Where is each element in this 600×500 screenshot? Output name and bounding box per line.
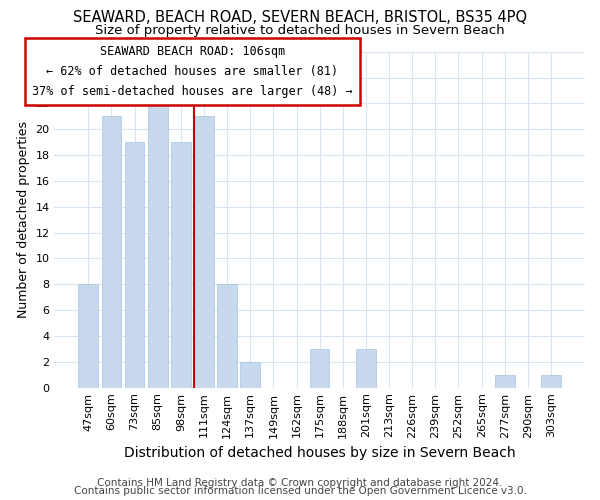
Bar xyxy=(194,116,214,388)
Text: SEAWARD BEACH ROAD: 106sqm
← 62% of detached houses are smaller (81)
37% of semi: SEAWARD BEACH ROAD: 106sqm ← 62% of deta… xyxy=(32,44,353,98)
Bar xyxy=(310,349,329,388)
Bar xyxy=(541,375,561,388)
Text: Contains HM Land Registry data © Crown copyright and database right 2024.: Contains HM Land Registry data © Crown c… xyxy=(97,478,503,488)
X-axis label: Distribution of detached houses by size in Severn Beach: Distribution of detached houses by size … xyxy=(124,446,515,460)
Bar xyxy=(495,375,515,388)
Y-axis label: Number of detached properties: Number of detached properties xyxy=(17,121,29,318)
Bar xyxy=(125,142,145,388)
Text: SEAWARD, BEACH ROAD, SEVERN BEACH, BRISTOL, BS35 4PQ: SEAWARD, BEACH ROAD, SEVERN BEACH, BRIST… xyxy=(73,10,527,25)
Bar xyxy=(79,284,98,388)
Text: Contains public sector information licensed under the Open Government Licence v3: Contains public sector information licen… xyxy=(74,486,526,496)
Bar xyxy=(356,349,376,388)
Bar xyxy=(217,284,237,388)
Bar xyxy=(148,104,167,388)
Bar xyxy=(101,116,121,388)
Bar xyxy=(241,362,260,388)
Text: Size of property relative to detached houses in Severn Beach: Size of property relative to detached ho… xyxy=(95,24,505,37)
Bar xyxy=(171,142,191,388)
